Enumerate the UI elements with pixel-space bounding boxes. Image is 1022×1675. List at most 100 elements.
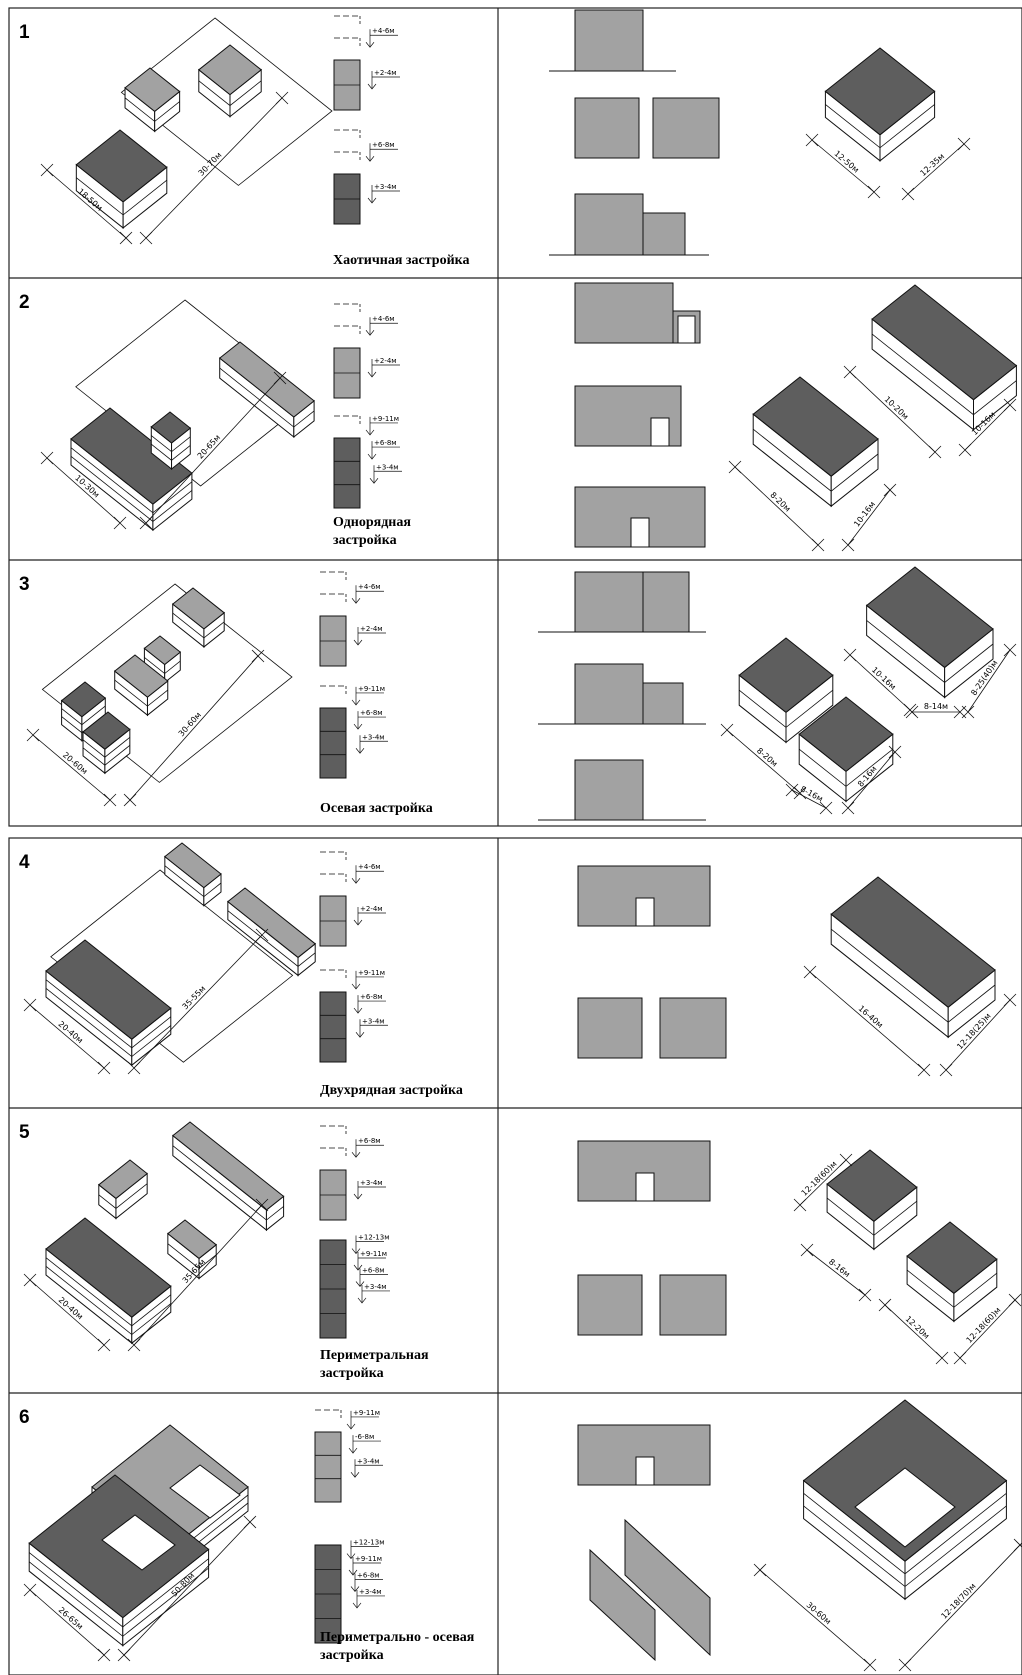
level-column-dark: +9-11м +6-8м +3-4м (333, 415, 402, 509)
building-dimension: 12-35м (901, 137, 971, 201)
building-block (97, 1159, 148, 1220)
level-mark-label: +2-4м (374, 357, 397, 365)
building-detail (752, 376, 879, 508)
dimension-label: 16-40м (857, 1004, 885, 1030)
dimension-label: 12-18(60)м (965, 1306, 1003, 1345)
level-mark-label: +6-8м (357, 1571, 380, 1579)
dimension-label: 12-35м (918, 152, 946, 178)
level-mark-label: +9-11м (358, 685, 385, 693)
dimension-label: 8-16м (799, 784, 825, 803)
elevation-opening (635, 1172, 655, 1202)
level-mark-label: +9-11м (360, 1250, 387, 1258)
level-mark-label: +3-4м (357, 1457, 380, 1465)
level-mark-label: +6-8м (358, 1137, 381, 1145)
courtyard (854, 1467, 956, 1548)
panel-caption: застройка (320, 1648, 384, 1663)
elevation-opening (635, 1456, 655, 1486)
level-mark-label: +6-8м (360, 993, 383, 1001)
building-dimension: 30-60м (753, 1563, 877, 1672)
panel-number: 5 (19, 1122, 30, 1143)
elevation-block (574, 97, 640, 159)
dimension-label: 10-20м (883, 395, 910, 422)
level-column-dark: +12-13м +9-11м +6-8м +3-4м (319, 1234, 390, 1339)
level-mark-label: +4-6м (372, 315, 395, 323)
level-mark-label: +6-8м (362, 1266, 385, 1274)
dimension-label: 12-18(70)м (939, 1582, 977, 1621)
building-block (164, 842, 222, 907)
level-mark-label: +3-4м (364, 1283, 387, 1291)
elevation-opening (677, 315, 696, 344)
level-mark-label: +3-4м (360, 1179, 383, 1187)
building-block (172, 1121, 285, 1232)
building-block (45, 1217, 172, 1345)
panel-number: 6 (19, 1407, 30, 1428)
courtyard (101, 1514, 176, 1571)
dimension-label: 30-70м (197, 151, 224, 178)
elevation-block (574, 9, 644, 72)
plan-slab (624, 1518, 711, 1657)
elevation-block (652, 97, 720, 159)
dimension-label: 30-60м (177, 710, 203, 738)
building-block (167, 1219, 218, 1280)
level-column-light: +4-6м +2-4м (319, 851, 386, 947)
level-mark-label: +4-6м (358, 863, 381, 871)
level-mark-label: +2-4м (360, 905, 383, 913)
building-block (227, 887, 317, 977)
level-column-dark: +6-8м +3-4м (333, 129, 400, 225)
dimension-label: 10-16м (852, 500, 877, 529)
building-block (113, 654, 169, 717)
table-grid (8, 7, 1022, 1675)
building-block (171, 587, 226, 648)
dimension-label: 8-14м (924, 702, 948, 711)
building-detail (738, 637, 834, 744)
building-detail (871, 284, 1018, 431)
building-block (45, 939, 172, 1067)
panel-number: 1 (19, 22, 30, 43)
level-mark-label: +3-4м (374, 183, 397, 191)
dimension-label: 30-60м (805, 1600, 833, 1626)
elevation-block (577, 1274, 643, 1336)
building-block (197, 44, 263, 118)
level-column-light: +4-6м +2-4м (333, 15, 400, 111)
level-column-dark: +9-11м +6-8м +3-4м (319, 685, 388, 779)
elevation-block (574, 193, 644, 256)
site-outline (50, 869, 294, 1063)
level-mark-label: +4-6м (372, 27, 395, 35)
panel-number: 2 (19, 292, 30, 313)
elevation-block (577, 997, 643, 1059)
level-mark-label: +2-4м (374, 69, 397, 77)
elevation-block (574, 663, 644, 725)
building-block (75, 129, 168, 229)
elevation-opening (635, 897, 655, 927)
elevation-opening (630, 517, 650, 548)
level-mark-label: +6-8м (374, 439, 397, 447)
level-column-light: +6-8м +3-4м (319, 1125, 386, 1221)
dimension-label: 12-20м (903, 1314, 931, 1341)
level-column-dark: +12-13м +9-11м +6-8м +3-4м (314, 1539, 385, 1644)
site-outline (41, 583, 293, 783)
elevation-block (642, 571, 690, 633)
building-dimension: 8-16м (800, 1243, 872, 1302)
panel-caption: Однорядная (333, 515, 411, 530)
level-mark-label: +3-4м (376, 463, 399, 471)
level-mark-label: +12-13м (358, 1234, 390, 1242)
level-column-light: +9-11м -6-8м +3-4м (314, 1409, 383, 1503)
panel-caption: Периметрально - осевая (320, 1630, 475, 1645)
level-column-light: +4-6м +2-4м (333, 303, 400, 399)
level-mark-label: +2-4м (360, 625, 383, 633)
building-detail (865, 566, 994, 699)
site-outline (120, 17, 333, 186)
level-mark-label: +9-11м (372, 415, 399, 423)
panel-caption: Периметральная (320, 1348, 429, 1363)
building-detail (826, 1149, 918, 1251)
building-detail (824, 47, 936, 162)
elevation-block (642, 212, 686, 256)
courtyard (169, 1464, 241, 1519)
level-mark-label: +9-11м (358, 969, 385, 977)
level-mark-label: +9-11м (353, 1409, 380, 1417)
building-dimension: 8-16м (785, 783, 833, 815)
building-dimension: 10-16м (841, 483, 897, 552)
dimension-label: 12-50м (832, 149, 860, 175)
building-dimension: 8-14м (905, 702, 967, 719)
